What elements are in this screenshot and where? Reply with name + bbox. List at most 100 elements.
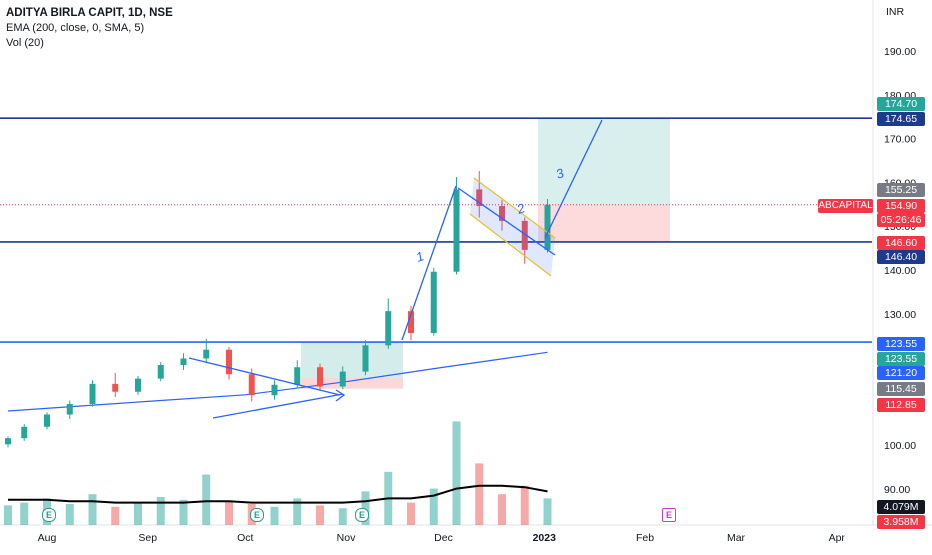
earnings-event-icon[interactable]: E xyxy=(662,508,676,522)
currency-label: INR xyxy=(886,6,905,18)
price-axis-tag: 146.40 xyxy=(877,250,925,264)
volume-bar xyxy=(475,463,484,525)
time-tick-label: 2023 xyxy=(533,532,557,544)
candle-body xyxy=(317,367,323,387)
price-axis-tag: 05:26:46 xyxy=(877,213,925,227)
triangle-upper-line xyxy=(188,357,341,396)
price-axis-tag: 123.55 xyxy=(877,352,925,366)
volume-bar xyxy=(111,506,120,525)
price-axis-tag: 121.20 xyxy=(877,366,925,380)
legend-volume: Vol (20) xyxy=(6,37,44,49)
price-axis-tag: 115.45 xyxy=(877,382,925,396)
ema-200-line xyxy=(7,351,548,412)
volume-bar xyxy=(4,505,12,525)
volume-bar xyxy=(202,474,211,525)
volume-bar xyxy=(338,508,347,525)
position-target-zone xyxy=(538,118,670,205)
legend-title: ADITYA BIRLA CAPIT, 1D, NSE xyxy=(6,7,173,19)
volume-bar xyxy=(88,494,97,525)
position-stop-zone xyxy=(538,204,670,242)
volume-bar xyxy=(179,499,188,525)
volume-bar xyxy=(65,504,74,525)
time-tick-label: Aug xyxy=(38,532,57,544)
candle-body xyxy=(521,220,528,250)
projection-line xyxy=(544,119,603,239)
volume-bar xyxy=(156,497,165,525)
volume-bar xyxy=(407,502,415,525)
volume-bar xyxy=(20,502,29,525)
candle-body xyxy=(21,426,28,439)
candle-body xyxy=(271,384,278,396)
price-axis-tag: 112.85 xyxy=(877,398,925,412)
price-axis-tag: 174.70 xyxy=(877,97,925,111)
price-axis-tag: 146.60 xyxy=(877,236,925,250)
price-axis-tag: 154.90 xyxy=(877,199,925,213)
candle-body xyxy=(339,371,346,387)
channel-midline xyxy=(457,187,556,256)
impulse-wave-line xyxy=(401,185,457,341)
candle-body xyxy=(499,206,505,221)
candle-body xyxy=(430,271,437,334)
earnings-event-icon[interactable]: E xyxy=(355,508,369,522)
price-axis-tag: 155.25 xyxy=(877,183,925,197)
volume-bar xyxy=(429,488,438,525)
time-tick-label: Oct xyxy=(237,532,253,544)
candle-body xyxy=(44,414,50,427)
earnings-event-icon[interactable]: E xyxy=(42,508,56,522)
volume-bar xyxy=(520,485,529,525)
channel-upper-line xyxy=(473,177,556,239)
price-tick-label: 100.00 xyxy=(884,440,916,452)
volume-bar xyxy=(134,502,142,525)
candle-body xyxy=(66,404,73,415)
price-axis-tag: 3.958M xyxy=(877,515,925,529)
volume-bar xyxy=(316,505,324,525)
chart-legend: ADITYA BIRLA CAPIT, 1D, NSE EMA (200, cl… xyxy=(6,6,173,51)
volume-bar xyxy=(452,421,461,525)
candle-body xyxy=(544,204,551,250)
candle-body xyxy=(408,311,414,334)
volume-bar xyxy=(293,498,302,525)
candle-body xyxy=(112,383,119,392)
plot-background xyxy=(0,0,872,525)
falling-channel-fill xyxy=(470,178,555,276)
volume-bar xyxy=(543,498,552,525)
time-tick-label: Feb xyxy=(636,532,654,544)
price-tick-label: 170.00 xyxy=(884,134,916,146)
volume-bar xyxy=(225,501,233,525)
candle-body xyxy=(180,358,187,366)
candle-body xyxy=(385,311,392,346)
candle-body xyxy=(226,349,232,375)
symbol-tag: ABCAPITAL xyxy=(818,199,873,213)
price-axis-tag: 174.65 xyxy=(877,112,925,126)
position-target-zone xyxy=(301,341,403,378)
candle-body xyxy=(203,349,210,359)
volume-ma-line xyxy=(8,484,548,504)
candle-body xyxy=(89,383,96,405)
triangle-arrowhead xyxy=(335,389,346,402)
position-stop-zone xyxy=(301,377,403,389)
volume-bar xyxy=(270,506,279,525)
earnings-event-icon[interactable]: E xyxy=(250,508,264,522)
price-axis-tag: 123.55 xyxy=(877,337,925,351)
time-tick-label: Sep xyxy=(138,532,157,544)
time-tick-label: Dec xyxy=(434,532,453,544)
candle-body xyxy=(362,345,369,372)
candle-body xyxy=(476,189,483,207)
volume-bar xyxy=(498,494,506,525)
time-tick-label: Nov xyxy=(337,532,356,544)
price-axis-tag: 4.079M xyxy=(877,500,925,514)
candle-body xyxy=(453,189,460,272)
candle-body xyxy=(294,367,301,385)
time-tick-label: Mar xyxy=(727,532,746,544)
candle-body xyxy=(248,374,255,396)
triangle-lower-line xyxy=(212,393,344,419)
candle-body xyxy=(157,365,164,379)
channel-lower-line xyxy=(469,213,552,277)
candle-body xyxy=(5,438,11,445)
legend-ema: EMA (200, close, 0, SMA, 5) xyxy=(6,22,145,34)
price-tick-label: 140.00 xyxy=(884,265,916,277)
price-tick-label: 130.00 xyxy=(884,309,916,321)
time-tick-label: Apr xyxy=(829,532,846,544)
